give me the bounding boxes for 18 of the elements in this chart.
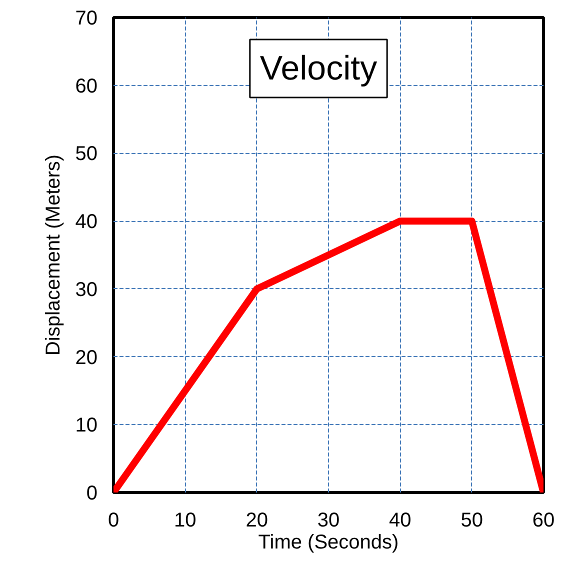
x-tick-label: 30: [317, 510, 340, 532]
x-tick-label: 40: [389, 510, 412, 532]
y-tick-label: 60: [75, 75, 98, 98]
y-tick-label: 0: [86, 482, 98, 504]
x-tick-label: 20: [246, 510, 268, 532]
y-tick-label: 30: [75, 278, 98, 301]
y-tick-label: 50: [75, 143, 98, 166]
x-tick-label: 50: [460, 510, 483, 532]
y-axis-title: Displacement (Meters): [42, 154, 64, 356]
y-tick-label: 10: [75, 414, 98, 437]
x-axis-title: Time (Seconds): [258, 532, 399, 554]
y-tick-label: 70: [75, 8, 98, 30]
x-tick-label: 60: [532, 510, 555, 532]
text: Velocity: [260, 50, 378, 88]
x-tick-label: 0: [108, 510, 120, 532]
y-tick-label: 40: [75, 211, 98, 234]
x-tick-label: 10: [174, 510, 196, 532]
y-tick-label: 20: [75, 346, 98, 369]
